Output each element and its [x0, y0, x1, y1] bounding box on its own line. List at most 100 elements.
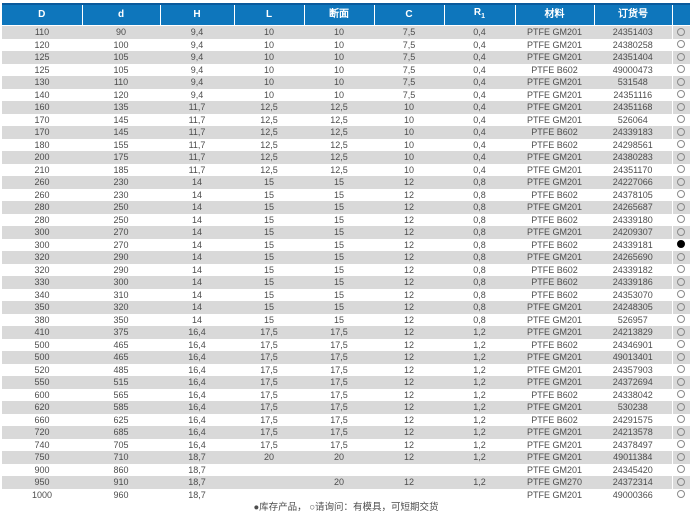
- cell-col-D: 210: [34, 164, 50, 175]
- open-circle-icon: [677, 102, 686, 111]
- cell-col-R1: 0,4: [473, 64, 486, 75]
- cell-col-D: 125: [34, 64, 50, 75]
- cell-col-d: 465: [82, 351, 160, 364]
- cell-col-dinghuohao: 24291575: [612, 414, 653, 425]
- cell-col-L: 15: [234, 201, 304, 214]
- cell-col-duanmian: 12,5: [330, 139, 348, 150]
- legend-text: ●库存产品， ○请询问：有模具，可短期交货: [253, 502, 439, 513]
- cell-col-status: [671, 126, 690, 139]
- cell-col-cailiao: PTFE GM270: [515, 476, 594, 489]
- cell-col-dinghuohao: 24213829: [594, 326, 672, 339]
- cell-col-status: [671, 351, 690, 364]
- cell-col-cailiao: PTFE GM201: [515, 101, 594, 114]
- cell-col-H: 14: [160, 251, 234, 264]
- table-row: 180 155 11,7 12,5 12,5 10 0,4 PTFE B602 24298561: [2, 138, 690, 151]
- cell-col-duanmian: 17,5: [304, 426, 374, 439]
- cell-col-d: 710: [82, 451, 160, 464]
- cell-col-L: 10: [263, 39, 274, 50]
- cell-col-D: 180: [34, 139, 50, 150]
- cell-col-duanmian: 10: [304, 25, 374, 39]
- table-row: 520 485 16,4 17,5 17,5 12 1,2 PTFE GM201 2435790…: [2, 363, 690, 376]
- cell-col-C: 10: [403, 164, 414, 175]
- cell-col-duanmian: 12,5: [330, 114, 348, 125]
- cell-col-dinghuohao: 49011384: [594, 451, 672, 464]
- open-circle-icon: [677, 27, 686, 36]
- table-row: 1000 960 18,7 PTFE GM201 49000366: [2, 488, 690, 501]
- cell-col-cailiao: PTFE GM201: [526, 439, 582, 450]
- cell-col-dinghuohao: 530238: [594, 401, 672, 414]
- cell-col-L: 15: [263, 314, 274, 325]
- cell-col-cailiao: PTFE GM201: [515, 326, 594, 339]
- cell-col-duanmian: 10: [333, 39, 344, 50]
- cell-col-dinghuohao: 24380258: [612, 39, 653, 50]
- cell-col-D: 130: [2, 76, 82, 89]
- cell-col-cailiao: PTFE GM201: [526, 164, 582, 175]
- cell-col-status: [671, 38, 690, 51]
- cell-col-L: 15: [234, 251, 304, 264]
- cell-col-L: 15: [234, 301, 304, 314]
- cell-col-C: 12: [403, 339, 414, 350]
- cell-col-d: 320: [82, 301, 160, 314]
- cell-col-C: 12: [374, 451, 444, 464]
- cell-col-d: 155: [113, 139, 129, 150]
- cell-col-H: 16,4: [188, 439, 206, 450]
- cell-col-D: 500: [2, 351, 82, 364]
- cell-col-dinghuohao: 24339182: [612, 264, 653, 275]
- legend: ●库存产品， ○请询问：有模具，可短期交货: [0, 499, 692, 513]
- cell-col-L: 10: [263, 89, 274, 100]
- cell-col-duanmian: 17,5: [330, 364, 348, 375]
- table-row: 160 135 11,7 12,5 12,5 10 0,4 PTFE GM201 2435116…: [2, 101, 690, 114]
- cell-col-d: 300: [82, 276, 160, 289]
- cell-col-d: 270: [113, 239, 129, 250]
- cell-col-D: 170: [34, 114, 50, 125]
- open-circle-icon: [677, 402, 686, 411]
- cell-col-H: 18,7: [188, 489, 206, 500]
- cell-col-status: [671, 463, 690, 476]
- cell-col-H: 16,4: [160, 401, 234, 414]
- cell-col-H: 9,4: [160, 76, 234, 89]
- table-row: 750 710 18,7 20 20 12 1,2 PTFE GM201 49011384: [2, 451, 690, 464]
- cell-col-R1: 0,4: [473, 39, 486, 50]
- cell-col-dinghuohao: 24351116: [613, 89, 653, 100]
- open-circle-icon: [677, 452, 686, 461]
- cell-col-D: 280: [2, 201, 82, 214]
- cell-col-R1: 1,2: [444, 376, 515, 389]
- cell-col-status: [671, 176, 690, 189]
- table-row: 300 270 14 15 15 12 0,8 PTFE GM201 24209307: [2, 226, 690, 239]
- cell-col-D: 260: [34, 189, 50, 200]
- cell-col-D: 330: [2, 276, 82, 289]
- table-row: 280 250 14 15 15 12 0,8 PTFE GM201 24265687: [2, 201, 690, 214]
- cell-col-L: 17,5: [260, 364, 278, 375]
- cell-col-cailiao: PTFE GM201: [515, 401, 594, 414]
- cell-col-H: 16,4: [188, 389, 206, 400]
- cell-col-R1: 0,8: [444, 176, 515, 189]
- cell-col-L: 17,5: [260, 439, 278, 450]
- cell-col-d: 375: [82, 326, 160, 339]
- cell-col-H: 18,7: [160, 476, 234, 489]
- cell-col-C: 7,5: [402, 64, 416, 75]
- cell-col-status: [671, 163, 690, 176]
- cell-col-C: 12: [403, 364, 414, 375]
- cell-col-R1: 1,2: [444, 426, 515, 439]
- cell-col-dinghuohao: 24351168: [594, 101, 672, 114]
- cell-col-D: 720: [2, 426, 82, 439]
- cell-col-dinghuohao: 49000366: [612, 489, 653, 500]
- cell-col-d: 625: [113, 414, 129, 425]
- table-row: 330 300 14 15 15 12 0,8 PTFE B602 24339186: [2, 276, 690, 289]
- cell-col-d: 105: [113, 64, 129, 75]
- cell-col-D: 340: [34, 289, 50, 300]
- cell-col-duanmian: 17,5: [330, 389, 348, 400]
- open-circle-icon: [677, 465, 686, 474]
- cell-col-C: 12: [403, 389, 414, 400]
- cell-col-L: 17,5: [234, 351, 304, 364]
- cell-col-C: 10: [374, 126, 444, 139]
- cell-col-cailiao: PTFE GM201: [515, 376, 594, 389]
- cell-col-H: 9,4: [190, 89, 204, 100]
- cell-col-R1: 0,8: [444, 226, 515, 239]
- cell-col-H: 14: [191, 264, 202, 275]
- cell-col-H: 14: [160, 176, 234, 189]
- cell-col-d: 290: [82, 251, 160, 264]
- table-row: 260 230 14 15 15 12 0,8 PTFE B602 24378105: [2, 188, 690, 201]
- cell-col-cailiao: PTFE GM201: [515, 25, 594, 39]
